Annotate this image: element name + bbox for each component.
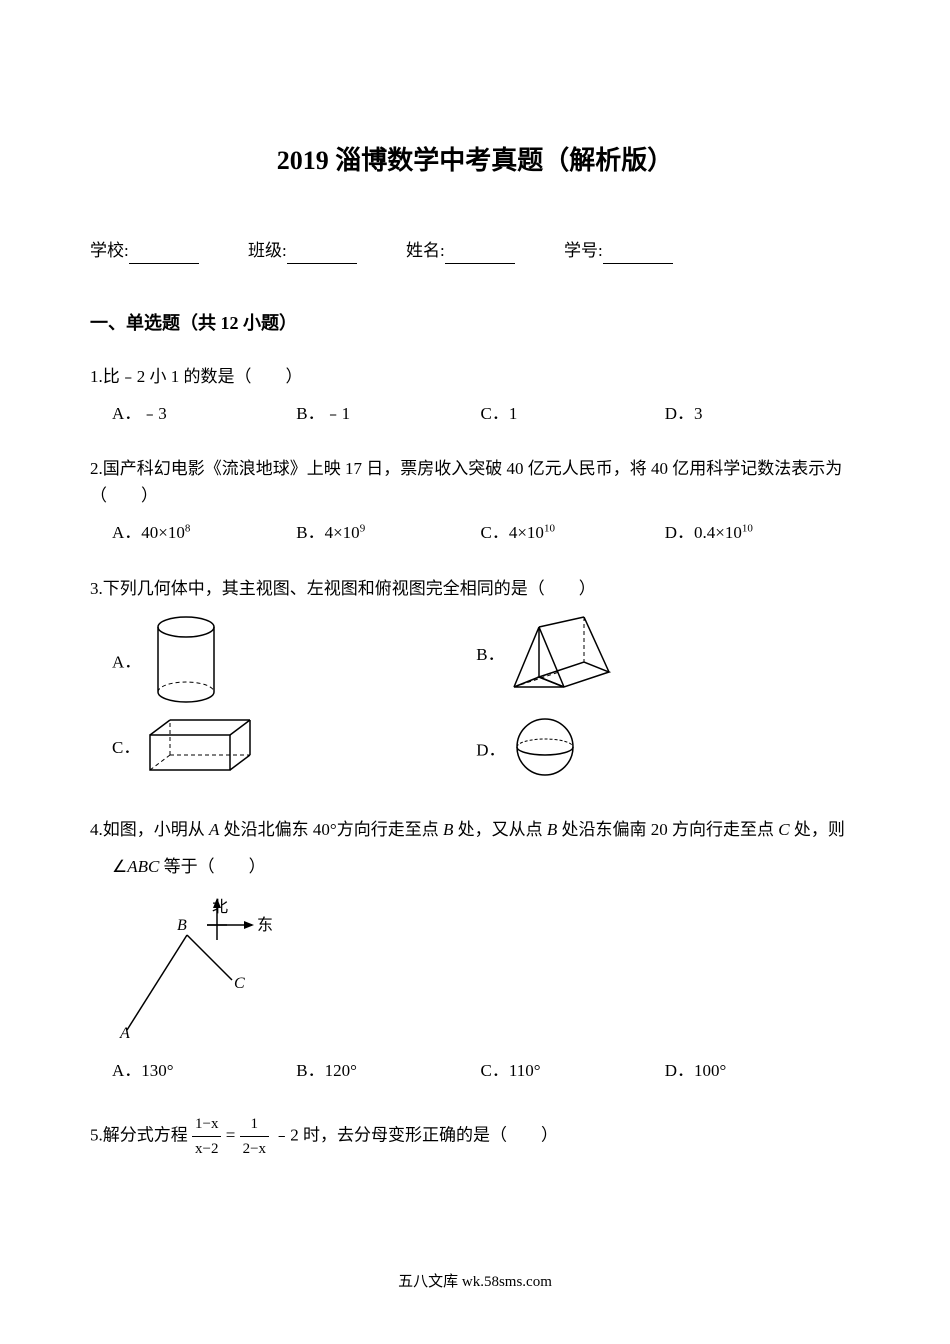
question-1: 1.比﹣2 小 1 的数是（ ） A．﹣3 B．﹣1 C．1 D．3 [90, 363, 860, 427]
question-3: 3.下列几何体中，其主视图、左视图和俯视图完全相同的是（ ） A． B． [90, 575, 860, 789]
point-a-label: A [119, 1025, 130, 1040]
q1-option-a: A．﹣3 [112, 400, 292, 427]
q2-a-prefix: A．40×10 [112, 523, 185, 542]
q1-option-b: B．﹣1 [296, 400, 476, 427]
q5-suffix: ﹣2 时，去分母变形正确的是（ ） [273, 1125, 558, 1144]
q4-c-italic: C [778, 820, 789, 839]
q2-options: A．40×108 B．4×109 C．4×1010 D．0.4×1010 [90, 519, 860, 546]
school-label: 学校: [90, 241, 129, 260]
page-footer: 五八文库 wk.58sms.com [0, 1270, 950, 1294]
q5-text: 5.解分式方程 1−x x−2 = 1 2−x ﹣2 时，去分母变形正确的是（ … [90, 1112, 860, 1161]
cylinder-icon [146, 612, 226, 715]
q4-option-d: D．100° [665, 1057, 845, 1084]
q3-option-a: A． [112, 612, 472, 715]
q5-frac1-num: 1−x [192, 1112, 221, 1137]
q1-options: A．﹣3 B．﹣1 C．1 D．3 [90, 400, 860, 427]
q4-b-italic: B [443, 820, 453, 839]
q5-prefix: 5.解分式方程 [90, 1125, 188, 1144]
q5-fraction-2: 1 2−x [240, 1112, 269, 1161]
q4-prefix: 4.如图，小明从 [90, 820, 209, 839]
q4-mid2: 处，又从点 [453, 820, 547, 839]
q1-option-c: C．1 [481, 400, 661, 427]
q3-option-c: C． [112, 715, 472, 783]
q2-option-b: B．4×109 [296, 519, 476, 546]
q5-equals: = [226, 1125, 236, 1144]
id-blank [603, 246, 673, 264]
rectangular-prism-icon [145, 715, 255, 783]
q4-options: A．130° B．120° C．110° D．100° [90, 1057, 860, 1084]
point-c-label: C [234, 975, 245, 992]
q5-frac1-den: x−2 [192, 1137, 221, 1161]
q2-b-prefix: B．4×10 [296, 523, 359, 542]
class-field: 班级: [248, 237, 357, 264]
q2-d-sup: 10 [742, 523, 753, 535]
name-field: 姓名: [406, 237, 515, 264]
q2-option-c: C．4×1010 [481, 519, 661, 546]
q4-text: 4.如图，小明从 A 处沿北偏东 40°方向行走至点 B 处，又从点 B 处沿东… [90, 816, 860, 843]
student-info-row: 学校: 班级: 姓名: 学号: [90, 237, 860, 264]
q1-option-d: D．3 [665, 400, 845, 427]
q2-c-sup: 10 [544, 523, 555, 535]
q5-fraction-1: 1−x x−2 [192, 1112, 221, 1161]
school-field: 学校: [90, 237, 199, 264]
id-label: 学号: [564, 241, 603, 260]
q4-option-a: A．130° [112, 1057, 292, 1084]
q4-line2-suffix: 等于（ ） [159, 857, 265, 876]
q4-mid1: 处沿北偏东 40°方向行走至点 [219, 820, 443, 839]
q4-b-italic2: B [547, 820, 557, 839]
q3-text: 3.下列几何体中，其主视图、左视图和俯视图完全相同的是（ ） [90, 575, 860, 602]
name-blank [445, 246, 515, 264]
class-blank [287, 246, 357, 264]
question-5: 5.解分式方程 1−x x−2 = 1 2−x ﹣2 时，去分母变形正确的是（ … [90, 1112, 860, 1161]
east-label: 东 [257, 916, 273, 934]
q5-frac2-num: 1 [240, 1112, 269, 1137]
id-field: 学号: [564, 237, 673, 264]
q4-abc-italic: ABC [127, 857, 159, 876]
q2-c-prefix: C．4×10 [481, 523, 544, 542]
name-label: 姓名: [406, 241, 445, 260]
q3-b-label: B． [476, 645, 504, 664]
q4-a-italic: A [209, 820, 219, 839]
question-2: 2.国产科幻电影《流浪地球》上映 17 日，票房收入突破 40 亿元人民币，将 … [90, 455, 860, 547]
q2-b-sup: 9 [360, 523, 366, 535]
q4-text-line2: ∠ABC 等于（ ） [90, 853, 860, 880]
q4-option-c: C．110° [481, 1057, 661, 1084]
q2-d-prefix: D．0.4×10 [665, 523, 742, 542]
q1-text: 1.比﹣2 小 1 的数是（ ） [90, 363, 860, 390]
class-label: 班级: [248, 241, 287, 260]
q4-mid3: 处沿东偏南 20 方向行走至点 [557, 820, 778, 839]
triangular-prism-icon [509, 612, 619, 700]
page-title: 2019 淄博数学中考真题（解析版） [90, 140, 860, 182]
q4-mid4: 处，则 [790, 820, 845, 839]
point-b-label: B [177, 917, 187, 934]
q4-angle-symbol: ∠ [112, 857, 127, 876]
question-4: 4.如图，小明从 A 处沿北偏东 40°方向行走至点 B 处，又从点 B 处沿东… [90, 816, 860, 1084]
q3-a-label: A． [112, 652, 141, 671]
compass-diagram: 北 东 A B C [112, 890, 860, 1048]
q2-option-d: D．0.4×1010 [665, 519, 845, 546]
q3-d-label: D． [476, 740, 505, 759]
q2-a-sup: 8 [185, 523, 191, 535]
school-blank [129, 246, 199, 264]
section-1-title: 一、单选题（共 12 小题） [90, 309, 860, 338]
sphere-icon [510, 715, 580, 788]
north-label: 北 [212, 898, 228, 916]
q3-options-row1: A． B． [90, 612, 860, 715]
q3-c-label: C． [112, 738, 140, 757]
q4-option-b: B．120° [296, 1057, 476, 1084]
q2-text: 2.国产科幻电影《流浪地球》上映 17 日，票房收入突破 40 亿元人民币，将 … [90, 455, 860, 509]
q3-option-d: D． [476, 715, 836, 788]
q3-option-b: B． [476, 612, 836, 700]
q3-options-row2: C． D． [90, 715, 860, 788]
q5-frac2-den: 2−x [240, 1137, 269, 1161]
q2-option-a: A．40×108 [112, 519, 292, 546]
